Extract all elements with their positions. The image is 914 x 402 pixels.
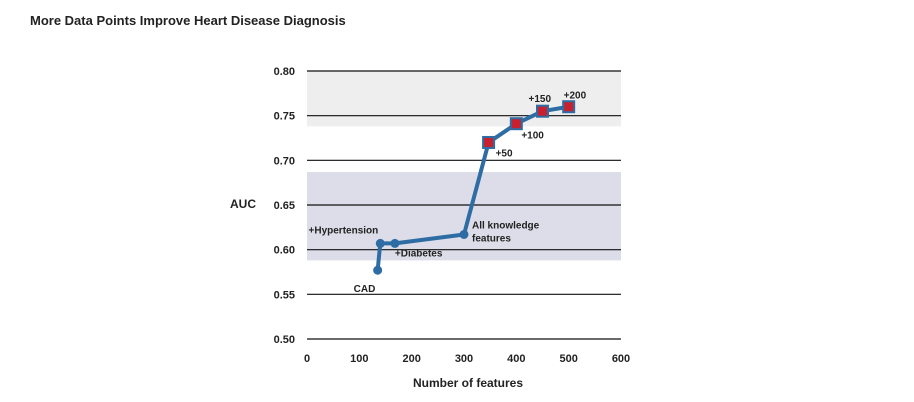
- point-label: +50: [496, 148, 513, 159]
- y-tick-label: 0.50: [274, 334, 295, 346]
- x-tick-label: 600: [612, 353, 630, 365]
- data-point-square: [536, 104, 549, 118]
- x-tick-label: 300: [455, 353, 473, 365]
- y-tick-labels: 0.50 0.55 0.60 0.65 0.70 0.75 0.80: [274, 66, 295, 346]
- data-point-circle: [459, 229, 469, 239]
- data-point-circle: [390, 238, 400, 248]
- x-tick-label: 400: [507, 353, 525, 365]
- data-point-square: [562, 100, 576, 114]
- y-tick-label: 0.65: [274, 200, 295, 212]
- point-label: +100: [521, 131, 544, 142]
- y-tick-label: 0.80: [274, 66, 295, 78]
- point-labels: CAD +Hypertension +Diabetes All knowledge fe…: [309, 91, 587, 295]
- shaded-band-0: [307, 171, 621, 261]
- y-tick-label: 0.60: [274, 245, 295, 257]
- x-tick-labels: 0 100 200 300 400 500 600: [304, 353, 630, 365]
- point-label: +Hypertension: [309, 225, 379, 236]
- data-point-square: [482, 135, 496, 149]
- x-tick-label: 0: [304, 353, 310, 365]
- y-tick-label: 0.70: [274, 155, 295, 167]
- x-tick-label: 200: [402, 353, 420, 365]
- y-tick-label: 0.75: [274, 111, 295, 123]
- shaded-band-1: [307, 71, 621, 127]
- data-point-circle: [373, 265, 383, 275]
- point-label: All knowledge features: [472, 220, 540, 244]
- y-tick-label: 0.55: [274, 289, 295, 301]
- data-point-square: [509, 117, 523, 131]
- y-axis-label: AUC: [230, 197, 256, 211]
- x-axis-label: Number of features: [413, 376, 523, 390]
- point-label: +Diabetes: [395, 248, 443, 259]
- shaded-bands: [307, 71, 621, 261]
- x-tick-label: 500: [559, 353, 577, 365]
- chart-title: More Data Points Improve Heart Disease D…: [30, 13, 346, 28]
- data-series: [373, 100, 576, 275]
- point-label: +150: [529, 94, 552, 105]
- point-label: +200: [564, 91, 587, 102]
- x-tick-label: 100: [350, 353, 368, 365]
- point-label: CAD: [354, 284, 376, 295]
- data-point-circle: [375, 238, 385, 248]
- gridlines: [307, 70, 621, 340]
